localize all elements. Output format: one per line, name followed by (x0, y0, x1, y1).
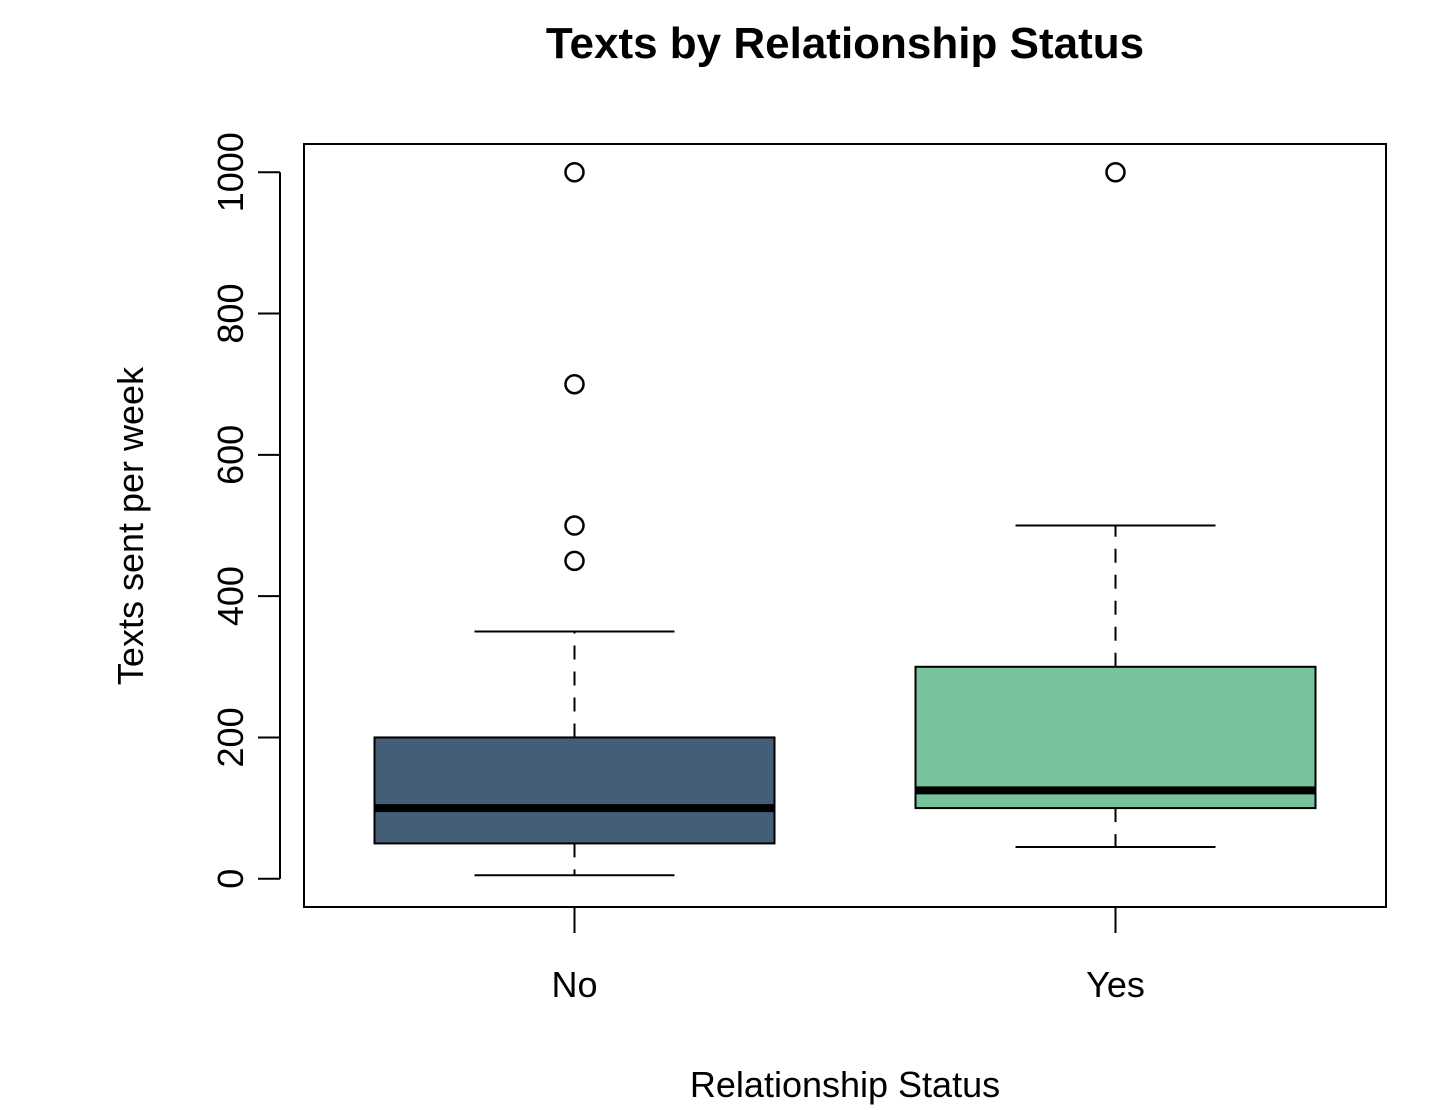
y-tick-label: 600 (210, 425, 251, 485)
outlier-point (1105, 162, 1126, 183)
x-tick-label: No (551, 964, 597, 1005)
chart-title: Texts by Relationship Status (546, 19, 1144, 68)
y-tick-label: 800 (210, 284, 251, 344)
y-axis-label: Texts sent per week (110, 366, 151, 685)
outlier-point (564, 162, 585, 183)
x-axis: No Yes (551, 907, 1145, 1005)
iqr-box (373, 736, 776, 845)
x-tick-label: Yes (1086, 964, 1145, 1005)
plot-area-frame (303, 143, 1387, 908)
box-group-no (373, 162, 776, 877)
y-tick-label: 0 (210, 869, 251, 889)
outlier-point (564, 515, 585, 536)
y-axis: 0 200 400 600 800 1000 (210, 132, 281, 889)
y-tick-label: 200 (210, 707, 251, 767)
box-group-yes (914, 162, 1317, 848)
y-tick-label: 1000 (210, 132, 251, 212)
outlier-point (564, 373, 585, 395)
box-series (373, 162, 1317, 877)
y-tick-label: 400 (210, 566, 251, 626)
outlier-point (564, 550, 585, 572)
iqr-box (914, 665, 1317, 810)
x-axis-label: Relationship Status (690, 1064, 1000, 1105)
